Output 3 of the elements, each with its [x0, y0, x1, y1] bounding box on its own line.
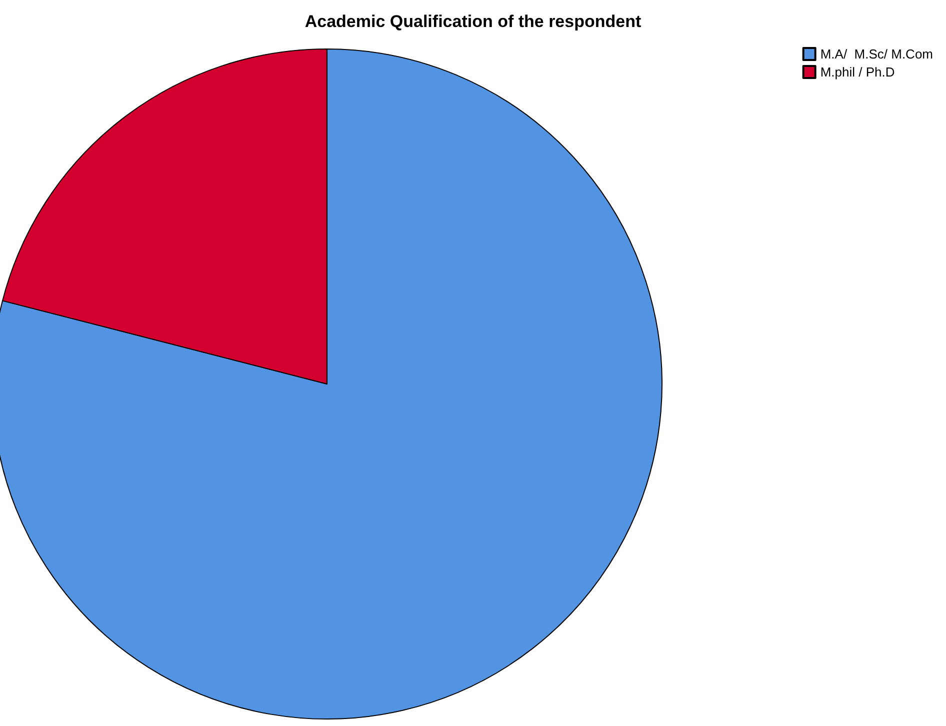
- legend-label: M.A/ M.Sc/ M.Com: [820, 46, 933, 62]
- chart-title: Academic Qualification of the respondent: [304, 12, 642, 31]
- legend-label: M.phil / Ph.D: [820, 64, 895, 80]
